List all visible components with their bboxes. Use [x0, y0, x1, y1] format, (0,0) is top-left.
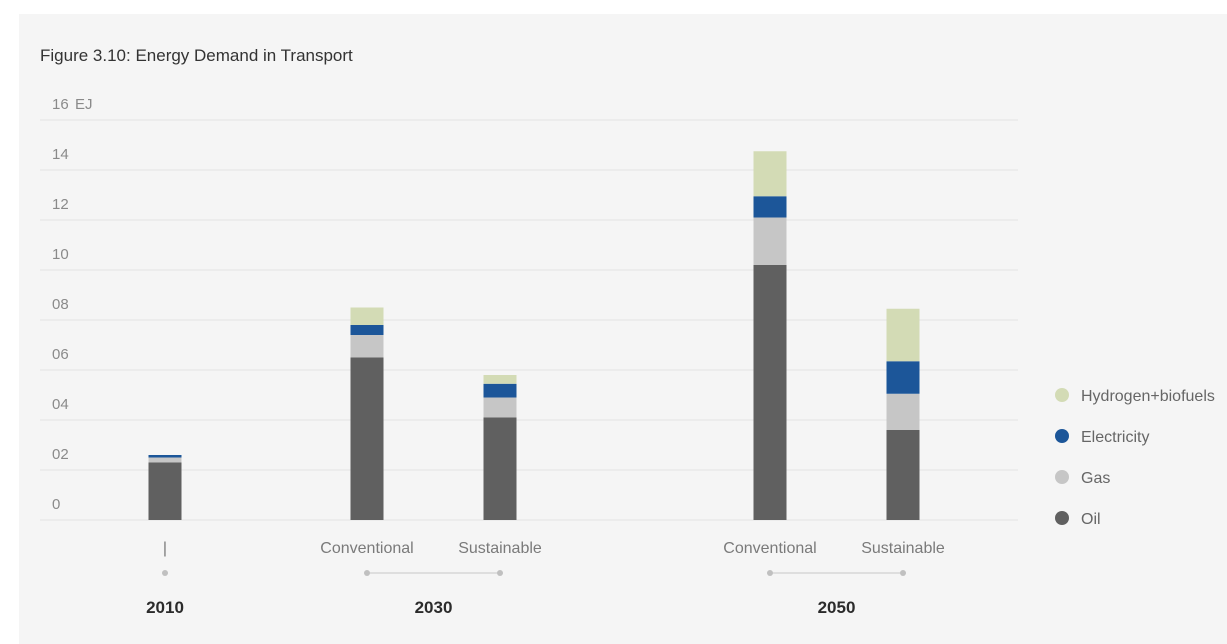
bar-segment-oil: [148, 462, 182, 520]
category-label: |: [163, 540, 167, 557]
group-dot: [497, 570, 503, 576]
gridlines: [40, 119, 1018, 521]
bar-segment-electricity: [753, 196, 787, 218]
category-label: Conventional: [320, 540, 413, 557]
bar-segment-oil: [350, 357, 384, 520]
legend-label: Hydrogen+biofuels: [1081, 388, 1215, 405]
legend-label: Gas: [1081, 470, 1110, 487]
bar-segment-electricity: [886, 361, 920, 394]
bar-segment-gas: [350, 335, 384, 358]
bar-segment-electricity: [350, 325, 384, 335]
group-dot: [767, 570, 773, 576]
group-label: 2050: [818, 598, 856, 617]
bar-segment-hydrogen-biofuels: [483, 375, 517, 384]
y-tick-label: 06: [52, 346, 69, 363]
bar-segment-gas: [148, 457, 182, 463]
y-tick-label: 12: [52, 196, 69, 213]
y-tick-label: 14: [52, 146, 69, 163]
category-label: Sustainable: [861, 540, 945, 557]
figure-title: Figure 3.10: Energy Demand in Transport: [40, 46, 353, 65]
group-dot: [162, 570, 168, 576]
legend: Hydrogen+biofuels Electricity Gas Oil: [1055, 388, 1215, 528]
group-dot: [900, 570, 906, 576]
bar-segment-hydrogen-biofuels: [753, 151, 787, 197]
bars: [148, 151, 920, 520]
y-tick-label: 04: [52, 396, 69, 413]
y-axis-unit: EJ: [75, 96, 93, 113]
legend-label: Electricity: [1081, 429, 1149, 446]
bar-segment-hydrogen-biofuels: [886, 308, 920, 362]
bar-segment-electricity: [148, 455, 182, 458]
group-dot: [364, 570, 370, 576]
bar-segment-gas: [483, 397, 517, 418]
legend-swatch: [1055, 429, 1069, 443]
bar-segment-gas: [753, 217, 787, 265]
category-label: Sustainable: [458, 540, 542, 557]
y-axis-ticks: 0 02 04 06 08 10 12 14 16: [52, 96, 69, 513]
y-tick-label: 02: [52, 446, 69, 463]
bar-segment-hydrogen-biofuels: [350, 307, 384, 325]
y-tick-label: 0: [52, 496, 60, 513]
legend-label: Oil: [1081, 511, 1101, 528]
category-labels: | Conventional Sustainable Conventional Sust…: [163, 540, 945, 557]
bar-segment-electricity: [483, 383, 517, 398]
y-tick-label: 16: [52, 96, 69, 113]
y-tick-label: 10: [52, 246, 69, 263]
group-label: 2030: [415, 598, 453, 617]
category-label: Conventional: [723, 540, 816, 557]
bar-segment-oil: [753, 265, 787, 520]
legend-swatch: [1055, 511, 1069, 525]
legend-swatch: [1055, 388, 1069, 402]
legend-swatch: [1055, 470, 1069, 484]
chart-panel: [19, 14, 1227, 644]
group-labels: 2010 2030 2050: [146, 570, 906, 617]
bar-segment-oil: [483, 417, 517, 520]
bar-segment-gas: [886, 393, 920, 430]
y-tick-label: 08: [52, 296, 69, 313]
bar-segment-oil: [886, 430, 920, 520]
group-label: 2010: [146, 598, 184, 617]
